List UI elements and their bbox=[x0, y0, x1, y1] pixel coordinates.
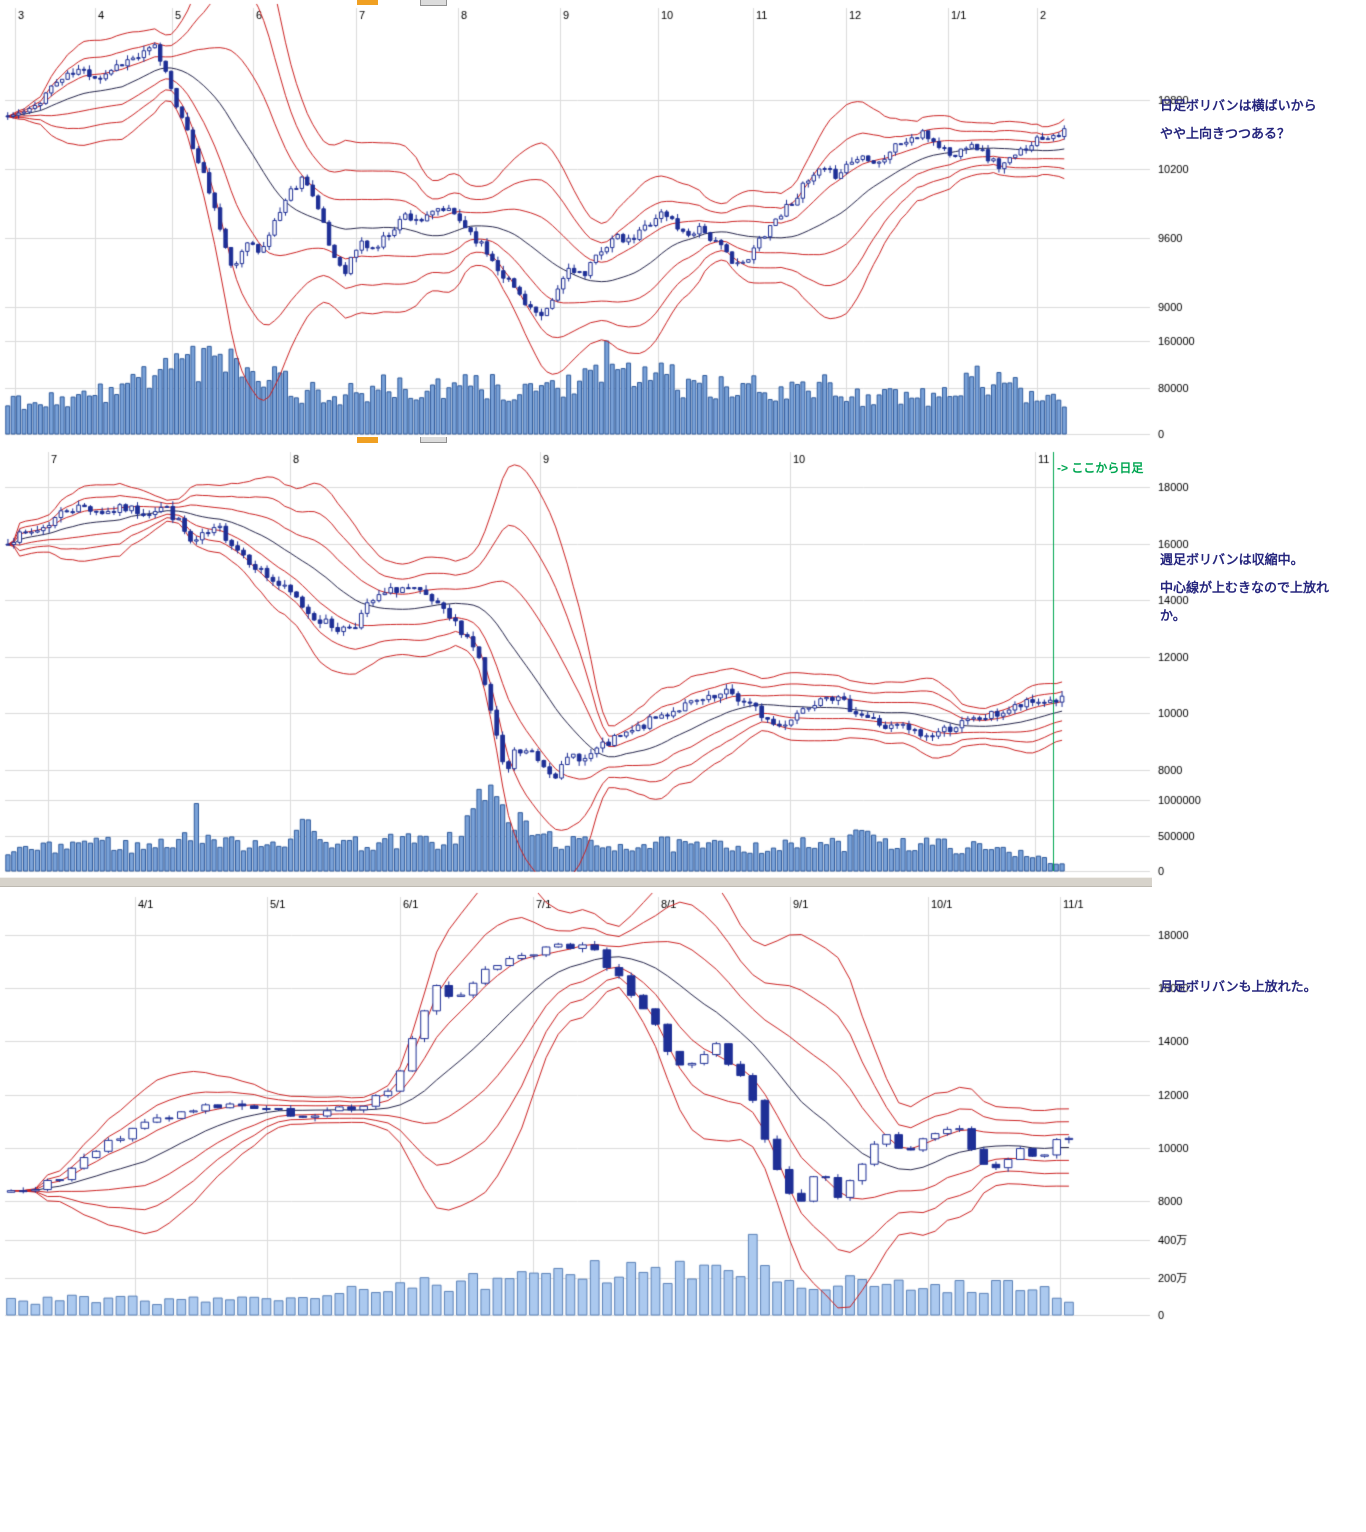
cropped-toolbar-tab-fragment-icon bbox=[357, 437, 378, 443]
horizontal-scrollbar[interactable] bbox=[0, 877, 1152, 887]
weekly-annotation: 週足ボリバンは収縮中。 中心線が上むきなので上放れ か。 bbox=[1160, 546, 1329, 630]
daily-annotation: 日足ボリバンは横ばいから やや上向きつつある？ bbox=[1160, 92, 1317, 148]
cropped-toolbar-button-fragment-icon bbox=[420, 0, 447, 6]
daily-annotation-line: やや上向きつつある？ bbox=[1160, 126, 1291, 141]
daily-start-marker-label: -> ここから日足 bbox=[1057, 461, 1144, 475]
monthly-annotation: 月足ボリバンも上放れた。 bbox=[1160, 973, 1317, 1001]
cropped-toolbar-button-fragment-icon bbox=[420, 437, 447, 443]
weekly-annotation-line: 中心線が上むきなので上放れ bbox=[1160, 580, 1330, 595]
monthly-annotation-line: 月足ボリバンも上放れた。 bbox=[1160, 979, 1317, 994]
daily-annotation-line: 日足ボリバンは横ばいから bbox=[1160, 98, 1317, 113]
cropped-toolbar-tab-fragment-icon bbox=[357, 0, 378, 5]
weekly-annotation-line: か。 bbox=[1160, 608, 1186, 623]
weekly-annotation-line: 週足ボリバンは収縮中。 bbox=[1160, 552, 1304, 567]
